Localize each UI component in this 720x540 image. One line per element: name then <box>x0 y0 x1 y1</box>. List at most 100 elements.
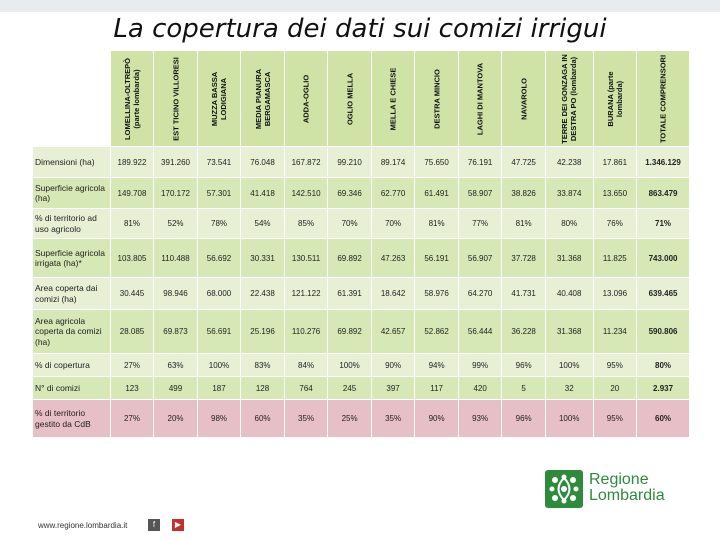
table-cell: 20 <box>593 377 637 399</box>
youtube-icon[interactable]: ▶ <box>172 519 184 531</box>
column-header: MELLA E CHIESE <box>371 51 415 146</box>
table-cell: 58.907 <box>458 178 502 208</box>
table-cell: 96% <box>502 354 545 376</box>
table-cell: 11.234 <box>593 310 637 353</box>
table-row: Dimensioni (ha) 189.922 391.260 73.541 76.04… <box>33 147 689 177</box>
table-cell: 80% <box>545 209 593 238</box>
table-cell: 98.946 <box>154 278 197 309</box>
table-cell: 89.174 <box>371 147 415 177</box>
table-row: N° di comizi 123 499 187 128 764 245 397 117 420 5… <box>33 377 689 399</box>
table-cell: 13.650 <box>593 178 637 208</box>
row-label: Dimensioni (ha) <box>33 147 110 177</box>
table-cell: 130.511 <box>284 239 328 277</box>
table-cell: 100% <box>197 354 241 376</box>
total-cell: 60% <box>637 400 689 437</box>
header-row: LOMELLINA-OLTREPÒ (parte lombarda) EST T… <box>33 51 689 146</box>
row-label: % di territorio gestito da CdB <box>33 400 110 437</box>
table-cell: 117 <box>415 377 458 399</box>
table-cell: 81% <box>110 209 154 238</box>
table-row: Area agricola coperta da comizi (ha) 28.0… <box>33 310 689 353</box>
table-cell: 30.331 <box>241 239 284 277</box>
table-cell: 41.418 <box>241 178 284 208</box>
table-cell: 27% <box>110 400 154 437</box>
table-cell: 98% <box>197 400 241 437</box>
table-cell: 77% <box>458 209 502 238</box>
table-row: % di territorio ad uso agricolo 81% 52% 78%… <box>33 209 689 238</box>
table-cell: 60% <box>241 400 284 437</box>
column-header: LAGHI DI MANTOVA <box>458 51 502 146</box>
table-cell: 17.861 <box>593 147 637 177</box>
table-cell: 31.368 <box>545 239 593 277</box>
table-cell: 25.196 <box>241 310 284 353</box>
table-cell: 95% <box>593 400 637 437</box>
table-cell: 100% <box>328 354 371 376</box>
table-cell: 110.488 <box>154 239 197 277</box>
table-cell: 56.444 <box>458 310 502 353</box>
table-cell: 27% <box>110 354 154 376</box>
table-row: % di territorio gestito da CdB 27% 20% 98% 6… <box>33 400 689 437</box>
table-cell: 22.438 <box>241 278 284 309</box>
total-cell: 639.465 <box>637 278 689 309</box>
table-cell: 142.510 <box>284 178 328 208</box>
column-header: NAVAROLO <box>502 51 545 146</box>
table-cell: 90% <box>415 400 458 437</box>
table-cell: 73.541 <box>197 147 241 177</box>
column-header: TERRE DEI GONZAGA IN DESTRA PO (lombarda… <box>545 51 593 146</box>
table-cell: 68.000 <box>197 278 241 309</box>
rosa-camuna-icon <box>545 470 583 508</box>
table-cell: 56.191 <box>415 239 458 277</box>
table-cell: 75.650 <box>415 147 458 177</box>
table-cell: 128 <box>241 377 284 399</box>
table-cell: 99.210 <box>328 147 371 177</box>
table-cell: 85% <box>284 209 328 238</box>
table-cell: 170.172 <box>154 178 197 208</box>
table-cell: 96% <box>502 400 545 437</box>
table-cell: 62.770 <box>371 178 415 208</box>
total-cell: 2.937 <box>637 377 689 399</box>
table-cell: 18.642 <box>371 278 415 309</box>
table-cell: 764 <box>284 377 328 399</box>
table-cell: 56.692 <box>197 239 241 277</box>
table-cell: 70% <box>328 209 371 238</box>
table-cell: 499 <box>154 377 197 399</box>
table-cell: 58.976 <box>415 278 458 309</box>
column-header: EST TICINO VILLORESI <box>154 51 197 146</box>
row-label: Area agricola coperta da comizi (ha) <box>33 310 110 353</box>
header-corner <box>33 51 110 146</box>
total-cell: 743.000 <box>637 239 689 277</box>
table-cell: 69.892 <box>328 239 371 277</box>
table-cell: 95% <box>593 354 637 376</box>
logo-text-line2: Lombardia <box>589 487 665 504</box>
column-header: OGLIO MELLA <box>328 51 371 146</box>
table-cell: 76.048 <box>241 147 284 177</box>
table-cell: 37.728 <box>502 239 545 277</box>
table-cell: 99% <box>458 354 502 376</box>
column-header: LOMELLINA-OLTREPÒ (parte lombarda) <box>110 51 154 146</box>
logo-text-line1: Regione <box>589 471 649 488</box>
facebook-icon[interactable]: f <box>148 519 160 531</box>
table-cell: 28.085 <box>110 310 154 353</box>
table-cell: 13.096 <box>593 278 637 309</box>
table-cell: 52.862 <box>415 310 458 353</box>
table-cell: 76% <box>593 209 637 238</box>
table-cell: 123 <box>110 377 154 399</box>
row-label: Area coperta dai comizi (ha) <box>33 278 110 309</box>
table-cell: 56.907 <box>458 239 502 277</box>
table-cell: 391.260 <box>154 147 197 177</box>
table-cell: 81% <box>415 209 458 238</box>
table-cell: 33.874 <box>545 178 593 208</box>
irrigation-data-table: LOMELLINA-OLTREPÒ (parte lombarda) EST T… <box>32 50 690 438</box>
row-label: Superficie agricola (ha) <box>33 178 110 208</box>
table-cell: 397 <box>371 377 415 399</box>
table-cell: 70% <box>371 209 415 238</box>
table-cell: 420 <box>458 377 502 399</box>
table-cell: 149.708 <box>110 178 154 208</box>
table-cell: 31.368 <box>545 310 593 353</box>
table-cell: 189.922 <box>110 147 154 177</box>
table-cell: 121.122 <box>284 278 328 309</box>
table-cell: 40.408 <box>545 278 593 309</box>
column-header: MUZZA BASSA LODIGIANA <box>197 51 241 146</box>
column-header: ADDA-OGLIO <box>284 51 328 146</box>
footer-url[interactable]: www.regione.lombardia.it <box>38 521 128 530</box>
